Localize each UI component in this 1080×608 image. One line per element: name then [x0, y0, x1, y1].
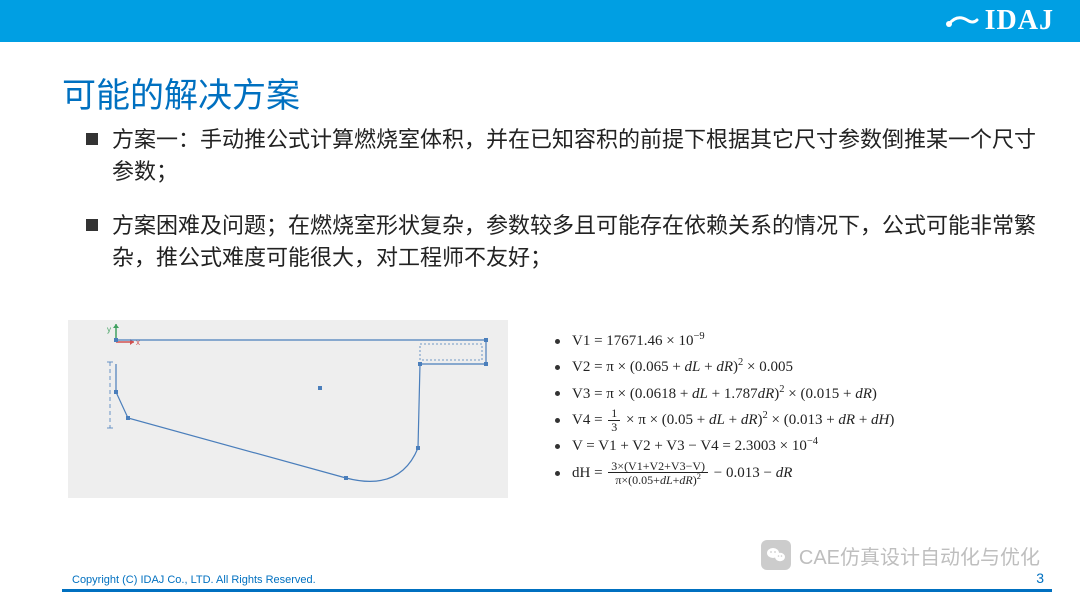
- bullet-dot-icon: [555, 339, 560, 344]
- bullet-list: 方案一：手动推公式计算燃烧室体积，并在已知容积的前提下根据其它尺寸参数倒推某一个…: [86, 124, 1040, 296]
- bullet-dot-icon: [555, 391, 560, 396]
- logo-icon: [945, 10, 979, 32]
- slide-root: IDAJ 可能的解决方案 方案一：手动推公式计算燃烧室体积，并在已知容积的前提下…: [0, 0, 1080, 608]
- svg-text:y: y: [107, 325, 111, 334]
- bullet-square-icon: [86, 219, 98, 231]
- profile-diagram: x y: [68, 320, 508, 498]
- brand-logo: IDAJ: [945, 5, 1054, 37]
- page-number: 3: [1036, 570, 1044, 586]
- bullet-text: 方案一：手动推公式计算燃烧室体积，并在已知容积的前提下根据其它尺寸参数倒推某一个…: [112, 124, 1040, 188]
- wechat-icon: [761, 540, 791, 570]
- formula-item: V = V1 + V2 + V3 − V4 = 2.3003 × 10−4: [555, 433, 894, 459]
- footer: Copyright (C) IDAJ Co., LTD. All Rights …: [0, 582, 1080, 608]
- diagram-svg: x y: [68, 320, 508, 498]
- watermark-text: CAE仿真设计自动化与优化: [799, 541, 1040, 570]
- bullet-dot-icon: [555, 365, 560, 370]
- copyright-text: Copyright (C) IDAJ Co., LTD. All Rights …: [72, 574, 316, 586]
- header-bar: IDAJ: [0, 0, 1080, 42]
- formula-item: V1 = 17671.46 × 10−9: [555, 328, 894, 354]
- bullet-dot-icon: [555, 418, 560, 423]
- diagram-notch-rect: [420, 344, 482, 360]
- formula-item: V4 = 13 × π × (0.05 + dL + dR)2 × (0.013…: [555, 407, 894, 434]
- watermark: CAE仿真设计自动化与优化: [761, 540, 1040, 570]
- diagram-profile-path: [116, 364, 420, 481]
- axis-origin-icon: x y: [107, 324, 140, 347]
- bullet-item: 方案困难及问题；在燃烧室形状复杂，参数较多且可能存在依赖关系的情况下，公式可能非…: [86, 210, 1040, 274]
- bullet-dot-icon: [555, 444, 560, 449]
- bullet-item: 方案一：手动推公式计算燃烧室体积，并在已知容积的前提下根据其它尺寸参数倒推某一个…: [86, 124, 1040, 188]
- formula-item: V2 = π × (0.065 + dL + dR)2 × 0.005: [555, 354, 894, 380]
- footer-bar: [62, 589, 1052, 592]
- formula-item: V3 = π × (0.0618 + dL + 1.787dR)2 × (0.0…: [555, 381, 894, 407]
- diagram-points: [114, 338, 488, 480]
- formula-list: V1 = 17671.46 × 10−9V2 = π × (0.065 + dL…: [555, 328, 894, 487]
- bullet-text: 方案困难及问题；在燃烧室形状复杂，参数较多且可能存在依赖关系的情况下，公式可能非…: [112, 210, 1040, 274]
- formula-item: dH = 3×(V1+V2+V3−V)π×(0.05+dL+dR)2 − 0.0…: [555, 460, 894, 487]
- bullet-dot-icon: [555, 471, 560, 476]
- formula-text: V4 = 13 × π × (0.05 + dL + dR)2 × (0.013…: [572, 407, 894, 434]
- formula-text: dH = 3×(V1+V2+V3−V)π×(0.05+dL+dR)2 − 0.0…: [572, 460, 792, 487]
- svg-text:x: x: [136, 338, 140, 347]
- slide-title: 可能的解决方案: [62, 68, 300, 117]
- logo-text: IDAJ: [985, 5, 1054, 37]
- formula-text: V = V1 + V2 + V3 − V4 = 2.3003 × 10−4: [572, 433, 818, 459]
- formula-text: V3 = π × (0.0618 + dL + 1.787dR)2 × (0.0…: [572, 381, 877, 407]
- formula-text: V1 = 17671.46 × 10−9: [572, 328, 705, 354]
- formula-text: V2 = π × (0.065 + dL + dR)2 × 0.005: [572, 354, 793, 380]
- bullet-square-icon: [86, 133, 98, 145]
